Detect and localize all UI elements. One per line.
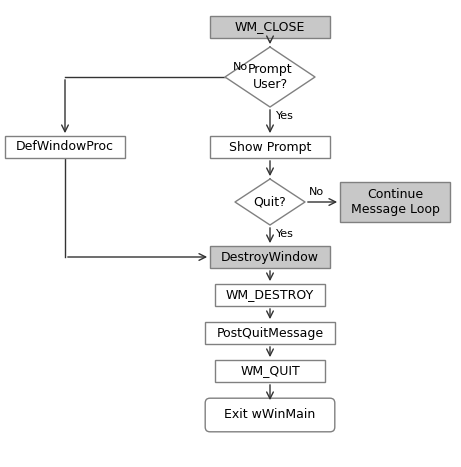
Text: No: No — [309, 187, 324, 197]
Text: Show Prompt: Show Prompt — [229, 141, 311, 154]
FancyBboxPatch shape — [340, 182, 450, 222]
Text: DestroyWindow: DestroyWindow — [221, 250, 319, 263]
FancyBboxPatch shape — [210, 136, 330, 158]
FancyBboxPatch shape — [210, 246, 330, 268]
FancyBboxPatch shape — [205, 398, 335, 432]
FancyBboxPatch shape — [210, 16, 330, 38]
Text: WM_QUIT: WM_QUIT — [240, 365, 300, 377]
Text: DefWindowProc: DefWindowProc — [16, 141, 114, 154]
Polygon shape — [235, 179, 305, 225]
FancyBboxPatch shape — [215, 284, 325, 306]
FancyBboxPatch shape — [5, 136, 125, 158]
Text: WM_DESTROY: WM_DESTROY — [226, 289, 314, 302]
Text: No: No — [233, 62, 248, 72]
Text: Continue
Message Loop: Continue Message Loop — [350, 187, 439, 217]
Text: Quit?: Quit? — [254, 196, 286, 208]
Text: PostQuitMessage: PostQuitMessage — [216, 326, 324, 340]
Text: Yes: Yes — [276, 111, 294, 121]
Text: Exit wWinMain: Exit wWinMain — [225, 409, 316, 422]
Text: Yes: Yes — [276, 229, 294, 239]
Text: Prompt
User?: Prompt User? — [248, 63, 292, 92]
Polygon shape — [225, 47, 315, 107]
FancyBboxPatch shape — [215, 360, 325, 382]
FancyBboxPatch shape — [205, 322, 335, 344]
Text: WM_CLOSE: WM_CLOSE — [235, 21, 305, 34]
